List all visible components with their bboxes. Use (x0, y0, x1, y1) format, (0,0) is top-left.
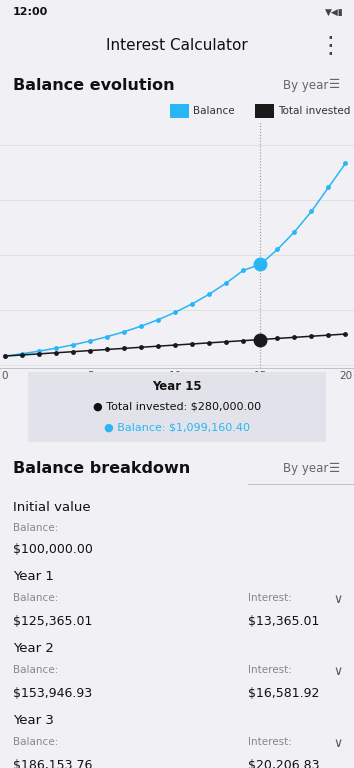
Text: Interest Calculator: Interest Calculator (106, 38, 248, 54)
Text: ☰: ☰ (329, 78, 340, 91)
Text: ● Total invested: $280,000.00: ● Total invested: $280,000.00 (93, 402, 261, 412)
Text: ▼◀▮: ▼◀▮ (325, 8, 343, 16)
Text: $100,000.00: $100,000.00 (13, 544, 93, 556)
Text: ∨: ∨ (333, 737, 343, 750)
Text: Interest:: Interest: (248, 737, 292, 747)
FancyBboxPatch shape (28, 372, 326, 442)
Text: Balance evolution: Balance evolution (13, 78, 175, 92)
X-axis label: Years: Years (160, 385, 194, 398)
Text: ∨: ∨ (333, 665, 343, 678)
Text: Year 15: Year 15 (152, 380, 202, 393)
Text: $153,946.93: $153,946.93 (13, 687, 93, 700)
Text: $13,365.01: $13,365.01 (248, 614, 319, 627)
Text: Balance:: Balance: (13, 523, 59, 533)
Text: ● Balance: $1,099,160.40: ● Balance: $1,099,160.40 (104, 422, 250, 432)
Text: ⋮: ⋮ (318, 34, 342, 58)
Text: 12:00: 12:00 (12, 7, 48, 17)
Text: $16,581.92: $16,581.92 (248, 687, 319, 700)
Text: Total invested: Total invested (278, 106, 350, 116)
Text: ∨: ∨ (333, 593, 343, 606)
Text: Balance breakdown: Balance breakdown (13, 461, 191, 475)
Text: $186,153.76: $186,153.76 (13, 759, 93, 768)
Text: Balance: Balance (193, 106, 235, 116)
Text: Balance:: Balance: (13, 593, 59, 603)
Bar (255, 104, 274, 118)
Text: Initial value: Initial value (13, 502, 91, 515)
Text: Year 2: Year 2 (13, 642, 54, 655)
Text: Interest:: Interest: (248, 665, 292, 675)
Text: Year 3: Year 3 (13, 714, 54, 727)
Text: ☰: ☰ (329, 462, 340, 475)
Bar (170, 104, 189, 118)
Text: Interest:: Interest: (248, 593, 292, 603)
Text: Year 1: Year 1 (13, 570, 54, 583)
Text: $20,206.83: $20,206.83 (248, 759, 319, 768)
Text: By year: By year (283, 78, 329, 91)
Text: By year: By year (283, 462, 329, 475)
Text: $125,365.01: $125,365.01 (13, 614, 93, 627)
Text: Balance:: Balance: (13, 665, 59, 675)
Text: Balance:: Balance: (13, 737, 59, 747)
